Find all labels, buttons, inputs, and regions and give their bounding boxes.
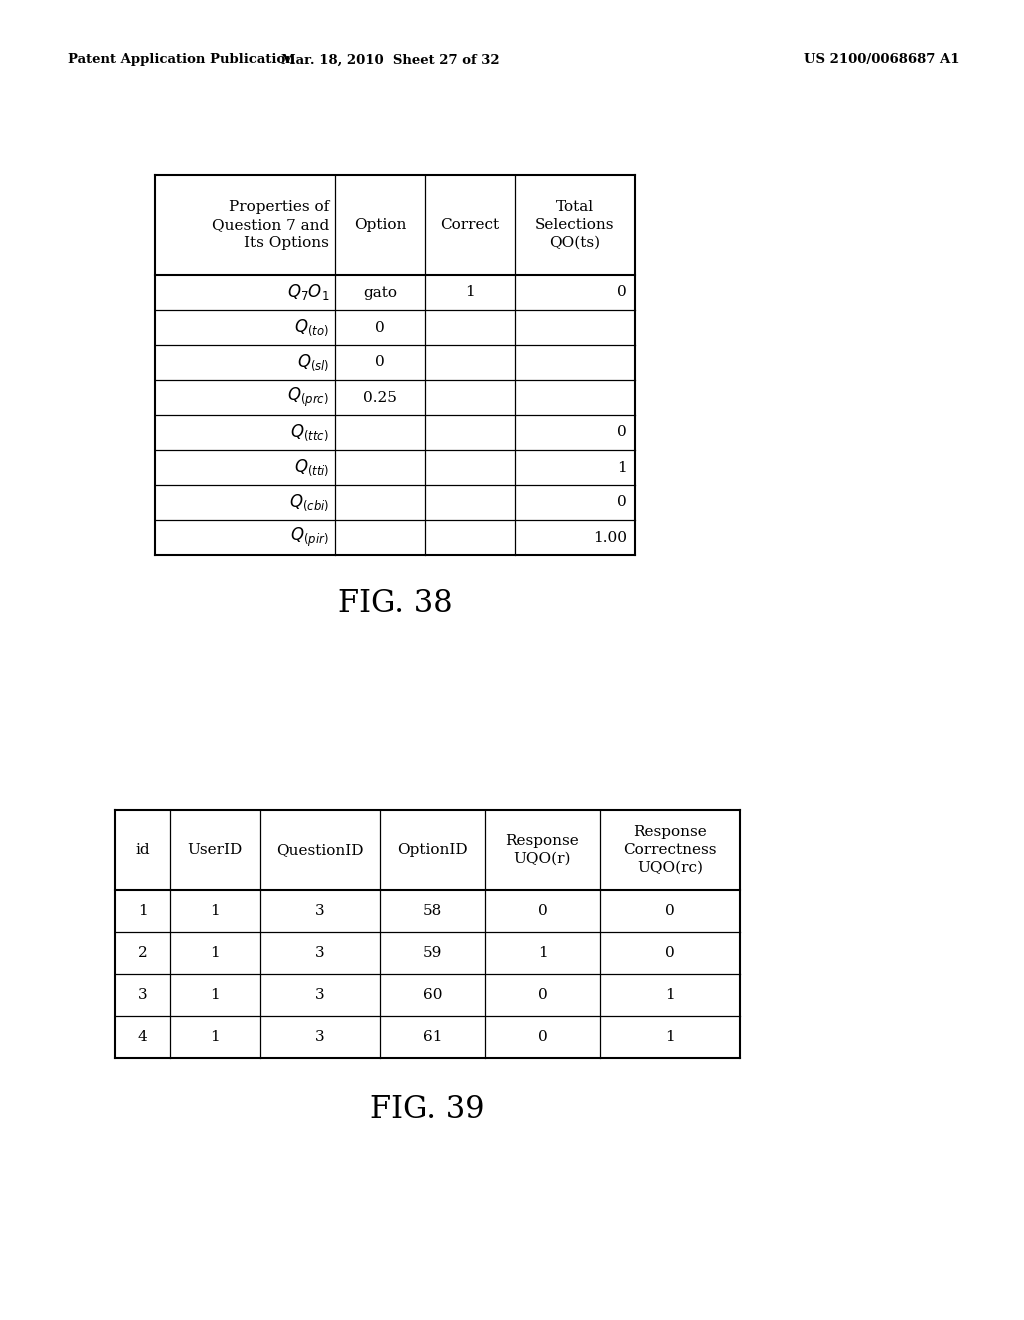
Text: $Q_{(to)}$: $Q_{(to)}$ — [294, 317, 329, 338]
Text: Properties of
Question 7 and
Its Options: Properties of Question 7 and Its Options — [212, 201, 329, 249]
Text: 3: 3 — [315, 946, 325, 960]
Text: 1: 1 — [210, 946, 220, 960]
Text: 1: 1 — [666, 987, 675, 1002]
Text: $Q_7O_1$: $Q_7O_1$ — [287, 282, 329, 302]
Text: FIG. 38: FIG. 38 — [338, 587, 453, 619]
Text: 1.00: 1.00 — [593, 531, 627, 544]
Text: $Q_{(ttc)}$: $Q_{(ttc)}$ — [291, 422, 329, 442]
Text: Patent Application Publication: Patent Application Publication — [68, 54, 295, 66]
Text: Correct: Correct — [440, 218, 500, 232]
Text: 3: 3 — [315, 904, 325, 917]
Text: 0: 0 — [666, 946, 675, 960]
Text: 0: 0 — [538, 1030, 548, 1044]
Text: gato: gato — [362, 285, 397, 300]
Text: $Q_{(sl)}$: $Q_{(sl)}$ — [297, 352, 329, 372]
Text: id: id — [135, 843, 150, 857]
Text: $Q_{(tti)}$: $Q_{(tti)}$ — [294, 457, 329, 478]
Text: 3: 3 — [315, 987, 325, 1002]
Text: 0.25: 0.25 — [364, 391, 397, 404]
Text: $Q_{(prc)}$: $Q_{(prc)}$ — [288, 385, 329, 409]
Text: 61: 61 — [423, 1030, 442, 1044]
Text: 3: 3 — [315, 1030, 325, 1044]
Text: FIG. 39: FIG. 39 — [371, 1094, 484, 1126]
Text: Response
Correctness
UQO(rc): Response Correctness UQO(rc) — [624, 825, 717, 875]
Text: 0: 0 — [666, 904, 675, 917]
Text: QuestionID: QuestionID — [276, 843, 364, 857]
Text: 0: 0 — [538, 987, 548, 1002]
Text: 60: 60 — [423, 987, 442, 1002]
Text: US 2100/0068687 A1: US 2100/0068687 A1 — [805, 54, 961, 66]
Text: OptionID: OptionID — [397, 843, 468, 857]
Text: 58: 58 — [423, 904, 442, 917]
Text: 1: 1 — [465, 285, 475, 300]
Text: 3: 3 — [137, 987, 147, 1002]
Text: 0: 0 — [538, 904, 548, 917]
Text: 2: 2 — [137, 946, 147, 960]
Text: Total
Selections
QO(ts): Total Selections QO(ts) — [536, 201, 614, 249]
Text: 0: 0 — [617, 495, 627, 510]
Text: Option: Option — [354, 218, 407, 232]
Text: $Q_{(cbi)}$: $Q_{(cbi)}$ — [289, 492, 329, 512]
Text: 4: 4 — [137, 1030, 147, 1044]
Text: 1: 1 — [137, 904, 147, 917]
Text: 1: 1 — [617, 461, 627, 474]
Text: 1: 1 — [210, 904, 220, 917]
Text: UserID: UserID — [187, 843, 243, 857]
Text: 1: 1 — [538, 946, 548, 960]
Text: Response
UQO(r): Response UQO(r) — [506, 834, 580, 866]
Text: 0: 0 — [375, 355, 385, 370]
Text: 1: 1 — [210, 987, 220, 1002]
Text: 0: 0 — [617, 285, 627, 300]
Text: 1: 1 — [210, 1030, 220, 1044]
Text: 59: 59 — [423, 946, 442, 960]
Text: 1: 1 — [666, 1030, 675, 1044]
Text: 0: 0 — [617, 425, 627, 440]
Text: 0: 0 — [375, 321, 385, 334]
Text: Mar. 18, 2010  Sheet 27 of 32: Mar. 18, 2010 Sheet 27 of 32 — [281, 54, 500, 66]
Text: $Q_{(pir)}$: $Q_{(pir)}$ — [291, 525, 329, 549]
